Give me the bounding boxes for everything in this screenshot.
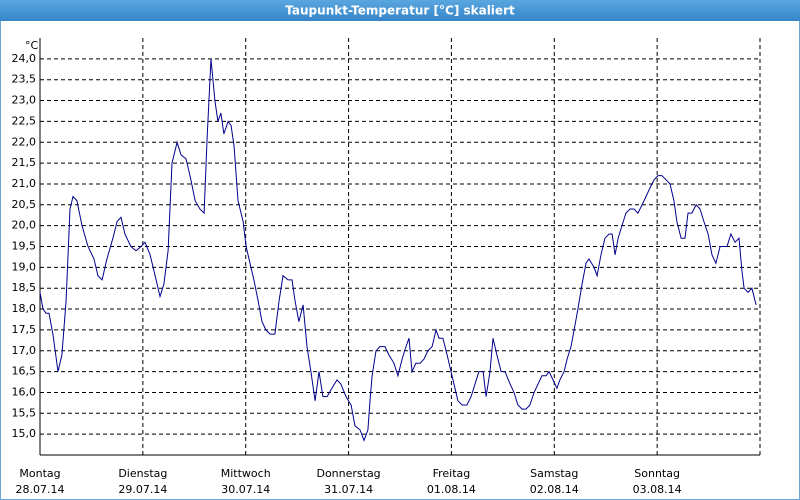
x-tick-label: Freitag bbox=[433, 467, 471, 480]
y-tick-label: 24,0 bbox=[12, 52, 37, 65]
y-tick-label: 21,5 bbox=[12, 156, 37, 169]
x-tick-label: Dienstag bbox=[118, 467, 167, 480]
chart-title: Taupunkt-Temperatur [°C] skaliert bbox=[285, 4, 515, 18]
x-tick-date: 31.07.14 bbox=[324, 483, 373, 496]
x-tick-date: 03.08.14 bbox=[633, 483, 682, 496]
x-tick-date: 29.07.14 bbox=[118, 483, 167, 496]
y-tick-label: 21,0 bbox=[12, 177, 37, 190]
y-tick-label: 15,5 bbox=[12, 406, 37, 419]
y-tick-label: 22,0 bbox=[12, 135, 37, 148]
y-tick-label: 15,0 bbox=[12, 427, 37, 440]
y-unit: °C bbox=[25, 39, 39, 52]
data-line bbox=[39, 58, 757, 442]
x-tick-label: Montag bbox=[19, 467, 60, 480]
y-tick-label: 20,5 bbox=[12, 198, 37, 211]
x-tick-date: 02.08.14 bbox=[530, 483, 579, 496]
y-tick-label: 18,5 bbox=[12, 281, 37, 294]
x-tick-date: 28.07.14 bbox=[16, 483, 65, 496]
y-tick-label: 19,5 bbox=[12, 240, 37, 253]
x-tick-label: Samstag bbox=[530, 467, 578, 480]
y-tick-label: 17,0 bbox=[12, 344, 37, 357]
y-tick-label: 23,5 bbox=[12, 73, 37, 86]
y-tick-label: 22,5 bbox=[12, 114, 37, 127]
x-tick-date: 30.07.14 bbox=[221, 483, 270, 496]
y-tick-label: 17,5 bbox=[12, 323, 37, 336]
x-tick-date: 01.08.14 bbox=[427, 483, 476, 496]
y-tick-label: 16,5 bbox=[12, 365, 37, 378]
x-tick-label: Donnerstag bbox=[316, 467, 380, 480]
x-tick-label: Mittwoch bbox=[221, 467, 271, 480]
y-tick-label: 19,0 bbox=[12, 260, 37, 273]
x-tick-label: Sonntag bbox=[634, 467, 680, 480]
y-tick-label: 16,0 bbox=[12, 385, 37, 398]
y-tick-label: 23,0 bbox=[12, 94, 37, 107]
y-tick-label: 20,0 bbox=[12, 219, 37, 232]
title-bar bbox=[0, 0, 800, 21]
y-tick-label: 18,0 bbox=[12, 302, 37, 315]
